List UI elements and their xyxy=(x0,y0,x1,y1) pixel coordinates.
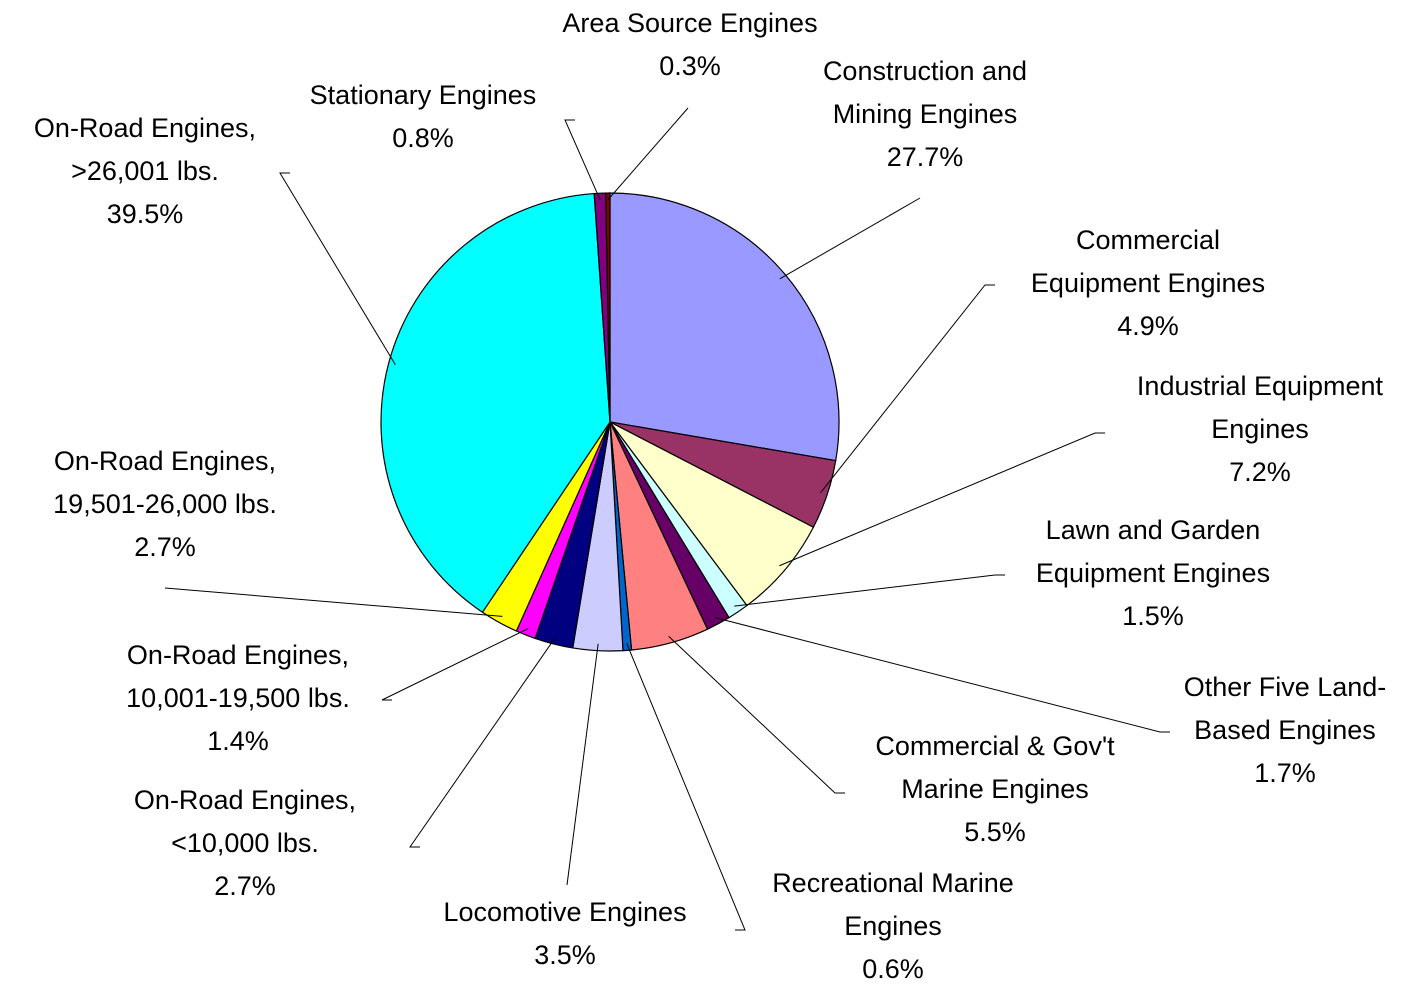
slice-label: Recreational Marine xyxy=(772,868,1014,898)
slice-label: Mining Engines xyxy=(833,99,1018,129)
pie-slice xyxy=(609,192,840,462)
leader-line xyxy=(734,574,1005,607)
slice-value-label: 3.5% xyxy=(534,940,596,970)
slice-label: Locomotive Engines xyxy=(443,897,686,927)
slice-value-label: 0.6% xyxy=(862,954,924,984)
slice-value-label: 27.7% xyxy=(887,142,964,172)
slice-label: Marine Engines xyxy=(901,774,1089,804)
slice-value-label: 2.7% xyxy=(134,532,196,562)
slice-label: Commercial & Gov't xyxy=(875,731,1115,761)
slice-value-label: 0.3% xyxy=(659,51,721,81)
leader-line xyxy=(381,628,529,701)
slice-label: >26,001 lbs. xyxy=(71,156,219,186)
slice-label: Other Five Land- xyxy=(1184,672,1387,702)
slice-label: <10,000 lbs. xyxy=(171,828,319,858)
leader-line xyxy=(607,107,689,201)
slice-label: Equipment Engines xyxy=(1036,558,1270,588)
slice-label: On-Road Engines, xyxy=(54,446,276,476)
slice-label: 19,501-26,000 lbs. xyxy=(53,489,277,519)
leader-line xyxy=(820,284,995,493)
slice-label: On-Road Engines, xyxy=(134,785,356,815)
slice-label: Commercial xyxy=(1076,225,1220,255)
slice-label: On-Road Engines, xyxy=(127,640,349,670)
leader-line xyxy=(566,643,599,886)
slice-label: Construction and xyxy=(823,56,1027,86)
slice-value-label: 2.7% xyxy=(214,871,276,901)
slice-label: Engines xyxy=(844,911,942,941)
slice-label: On-Road Engines, xyxy=(34,113,256,143)
slice-value-label: 0.8% xyxy=(392,123,454,153)
slice-value-label: 1.7% xyxy=(1254,758,1316,788)
slice-label: Equipment Engines xyxy=(1031,268,1265,298)
slice-value-label: 5.5% xyxy=(964,817,1026,847)
slice-value-label: 39.5% xyxy=(107,199,184,229)
leader-line xyxy=(779,432,1105,567)
leader-line xyxy=(164,587,503,617)
slice-label: 10,001-19,500 lbs. xyxy=(126,683,350,713)
leader-line xyxy=(779,197,921,280)
pie-slice xyxy=(380,192,611,614)
slice-value-label: 1.5% xyxy=(1122,601,1184,631)
leader-line xyxy=(668,635,845,794)
slice-label: Engines xyxy=(1211,414,1309,444)
slice-label: Lawn and Garden xyxy=(1046,515,1261,545)
slice-value-label: 4.9% xyxy=(1117,311,1179,341)
leader-line xyxy=(626,643,746,931)
leader-line xyxy=(564,119,601,201)
slice-label: Stationary Engines xyxy=(310,80,537,110)
slice-label: Area Source Engines xyxy=(562,8,817,38)
leader-line xyxy=(279,172,396,365)
slice-value-label: 7.2% xyxy=(1229,457,1291,487)
leader-line xyxy=(715,617,1170,733)
slice-label: Industrial Equipment xyxy=(1137,371,1384,401)
slice-label: Based Engines xyxy=(1194,715,1376,745)
pie-slice xyxy=(605,192,611,423)
leader-line xyxy=(409,637,556,848)
slice-value-label: 1.4% xyxy=(207,726,269,756)
